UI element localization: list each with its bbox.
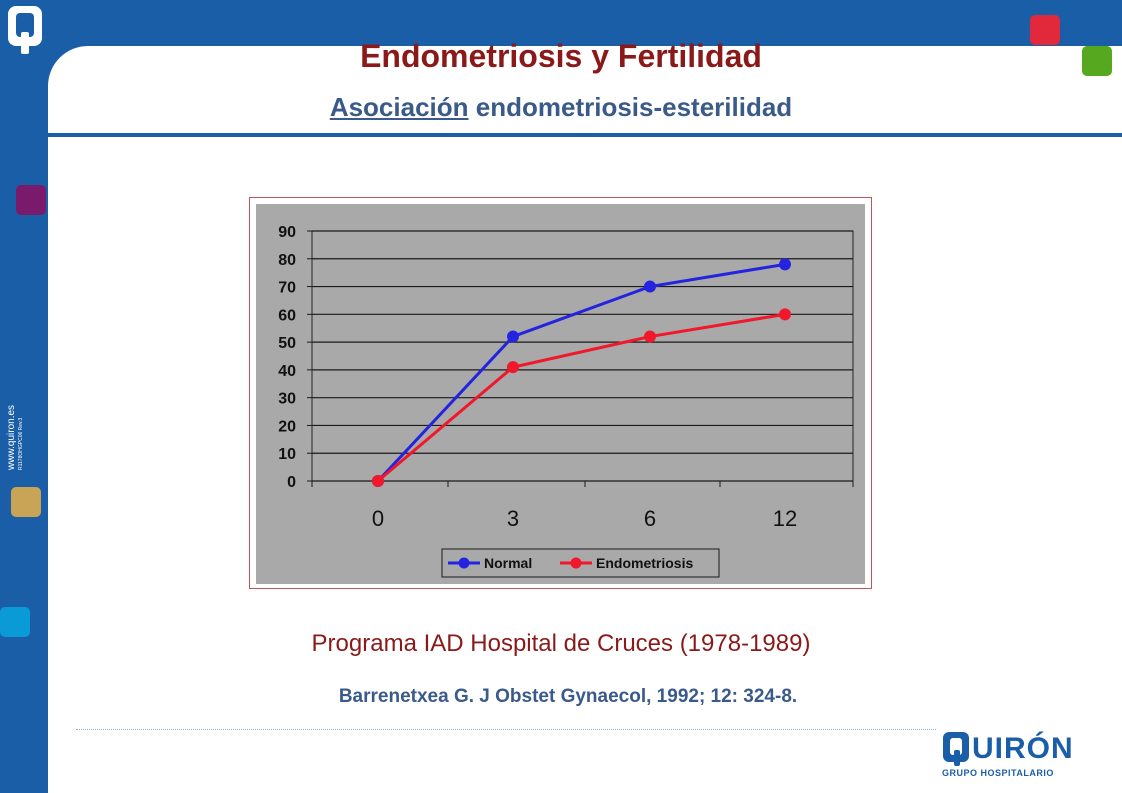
legend-swatch-marker [570, 557, 582, 569]
chart-svg: 90 80 70 60 50 40 30 20 10 0 0 3 6 12 Normal Endometrio… [256, 204, 865, 584]
x-tick-label: 0 [372, 506, 384, 531]
y-tick-label: 80 [278, 252, 296, 269]
data-point [372, 475, 384, 487]
top-frame-bar [0, 0, 1122, 46]
legend-swatch-marker [458, 557, 470, 569]
page-title: Endometriosis y Fertilidad [360, 38, 762, 74]
sidebar-vertical-text: www.quiron.es R1178OHGPC06 Rev.3 [6, 404, 24, 470]
data-point [644, 330, 656, 343]
website-url[interactable]: www.quiron.es [6, 404, 17, 470]
green-square-decor [1082, 46, 1112, 76]
y-tick-label: 0 [287, 474, 296, 491]
x-tick-label: 3 [507, 506, 519, 531]
citation: Barrenetxea G. J Obstet Gynaecol, 1992; … [338, 686, 798, 707]
page-subtitle: Asociación endometriosis-esterilidad [0, 92, 1122, 123]
series-line [377, 312, 786, 483]
y-tick-label: 60 [278, 307, 296, 324]
data-point [779, 258, 791, 271]
y-tick-label: 10 [278, 446, 296, 463]
legend-label: Normal [484, 555, 532, 571]
data-point [507, 330, 519, 343]
data-point [644, 280, 656, 293]
header-divider [48, 133, 1122, 137]
brand-name: UIRÓN [972, 732, 1074, 765]
y-tick-label: 30 [278, 391, 296, 408]
y-tick-label: 70 [278, 280, 296, 297]
data-point [507, 361, 519, 374]
x-tick-label: 6 [644, 506, 656, 531]
y-tick-label: 40 [278, 363, 296, 380]
data-point [779, 308, 791, 321]
cyan-square-decor [0, 607, 30, 637]
program-caption: Programa IAD Hospital de Cruces (1978-19… [311, 630, 811, 657]
quiron-brand-logo: UIRÓN GRUPO HOSPITALARIO [942, 730, 1074, 782]
quiron-q-logo-icon [8, 6, 42, 54]
y-tick-label: 90 [278, 224, 296, 241]
left-frame-bar [0, 0, 48, 793]
footer-divider [76, 729, 936, 730]
legend-label: Endometriosis [596, 555, 693, 571]
series-line [376, 262, 786, 483]
purple-square-decor [16, 185, 46, 215]
subtitle-link[interactable]: Asociación [329, 92, 469, 122]
y-tick-label: 50 [278, 335, 296, 352]
document-code: R1178OHGPC06 Rev.3 [18, 417, 24, 470]
plot-area [311, 230, 854, 482]
brand-tagline: GRUPO HOSPITALARIO [942, 768, 1054, 778]
x-tick-label: 12 [773, 506, 797, 531]
gold-square-decor [11, 487, 41, 517]
brand-q-icon [943, 732, 969, 766]
line-chart: 90 80 70 60 50 40 30 20 10 0 0 3 6 12 Normal Endometrio… [249, 197, 872, 589]
subtitle-text: endometriosis-esterilidad [468, 92, 793, 122]
y-tick-label: 20 [278, 418, 296, 435]
red-square-decor [1030, 15, 1060, 45]
